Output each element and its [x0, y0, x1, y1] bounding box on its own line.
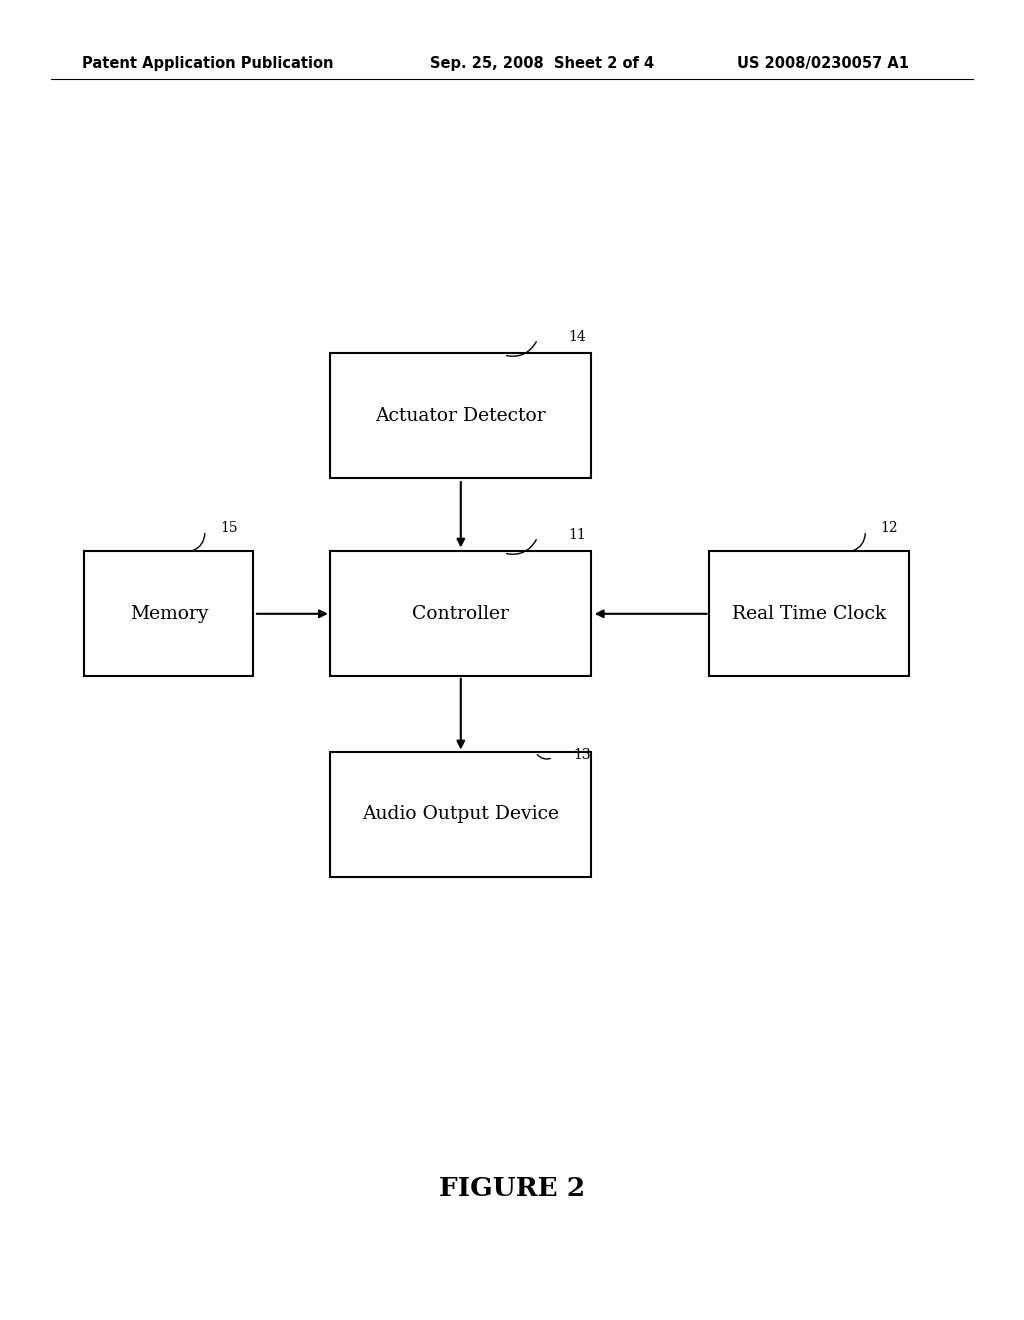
Text: 11: 11 — [568, 528, 586, 541]
Text: 14: 14 — [568, 330, 586, 343]
Text: Real Time Clock: Real Time Clock — [732, 605, 886, 623]
Text: 12: 12 — [881, 521, 898, 535]
Text: Memory: Memory — [130, 605, 208, 623]
Text: 15: 15 — [220, 521, 238, 535]
Text: Controller: Controller — [413, 605, 509, 623]
Bar — [84, 552, 254, 676]
Text: FIGURE 2: FIGURE 2 — [439, 1176, 585, 1200]
Bar — [709, 552, 909, 676]
Text: Actuator Detector: Actuator Detector — [376, 407, 546, 425]
Bar — [330, 552, 592, 676]
Text: US 2008/0230057 A1: US 2008/0230057 A1 — [737, 55, 909, 71]
Text: Patent Application Publication: Patent Application Publication — [82, 55, 334, 71]
Bar — [330, 352, 592, 478]
Text: Sep. 25, 2008  Sheet 2 of 4: Sep. 25, 2008 Sheet 2 of 4 — [430, 55, 654, 71]
Bar — [330, 752, 592, 876]
Text: 13: 13 — [573, 748, 591, 762]
Text: Audio Output Device: Audio Output Device — [362, 805, 559, 824]
